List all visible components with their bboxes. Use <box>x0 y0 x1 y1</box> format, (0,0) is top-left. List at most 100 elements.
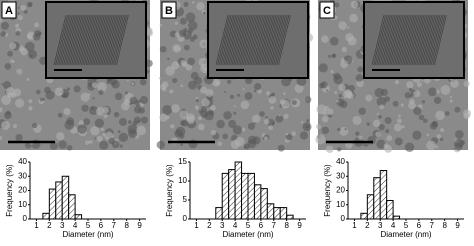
grain <box>247 122 256 130</box>
grain <box>263 119 270 125</box>
grain <box>384 117 392 125</box>
grain <box>344 128 347 131</box>
grain <box>229 94 234 99</box>
lattice <box>276 14 290 66</box>
bar <box>215 207 223 220</box>
lattice <box>268 14 282 66</box>
grain <box>170 124 175 129</box>
x-tick-label: 8 <box>284 221 289 230</box>
grain <box>228 119 237 128</box>
grain <box>372 119 381 128</box>
grain <box>190 37 195 42</box>
grain <box>263 136 269 141</box>
grain <box>97 82 107 92</box>
grain <box>326 108 334 116</box>
bar <box>366 194 375 220</box>
grain <box>95 106 105 116</box>
lattice <box>230 14 243 66</box>
grain <box>454 142 463 151</box>
grain <box>127 120 132 124</box>
grain <box>341 46 347 53</box>
grain <box>375 131 382 138</box>
grain <box>32 122 38 129</box>
grain <box>115 92 123 101</box>
grain <box>26 78 30 81</box>
grain <box>98 89 104 96</box>
lattice <box>373 14 386 66</box>
grain <box>338 94 342 98</box>
grain <box>28 49 38 59</box>
lattice <box>421 14 434 66</box>
grain <box>129 96 138 105</box>
inset <box>363 1 465 79</box>
grain <box>214 80 220 86</box>
grain <box>272 121 275 125</box>
grain <box>108 137 115 145</box>
grain <box>440 137 444 141</box>
grain <box>393 123 402 132</box>
lattice <box>434 14 447 66</box>
bar <box>61 175 70 220</box>
lattice <box>381 14 394 66</box>
lattice <box>100 14 113 66</box>
lattice <box>111 14 124 66</box>
grain <box>440 85 451 96</box>
lattice <box>104 14 118 66</box>
grain <box>277 144 285 152</box>
grain <box>91 82 98 88</box>
lattice <box>109 14 123 66</box>
lattice <box>88 14 102 66</box>
y-tick-label: 0 <box>23 214 28 223</box>
lattice <box>392 14 406 66</box>
lattice <box>223 14 237 66</box>
grain <box>64 119 75 130</box>
grain <box>329 36 339 46</box>
grain <box>339 126 349 136</box>
grain <box>111 80 120 89</box>
panel-label: C <box>323 5 331 17</box>
grain <box>185 63 193 71</box>
lattice <box>71 14 84 66</box>
grain <box>412 130 422 140</box>
grain <box>210 130 217 136</box>
x-axis-label: Diameter (nm) <box>62 230 113 239</box>
lattice <box>246 14 259 66</box>
grain <box>321 126 330 135</box>
grain <box>222 133 229 140</box>
grain <box>118 132 129 142</box>
grain <box>15 30 21 36</box>
micrograph: A <box>0 0 153 151</box>
grain <box>334 90 338 95</box>
lattice <box>395 14 409 66</box>
grain <box>63 108 71 116</box>
lattice <box>236 14 250 66</box>
grain <box>423 118 428 123</box>
grain <box>268 96 277 104</box>
grain <box>282 92 286 96</box>
y-tick-label: 0 <box>341 214 346 223</box>
lattice <box>274 14 288 66</box>
micrograph: C <box>315 0 471 153</box>
lattice <box>96 14 110 66</box>
x-tick-label: 6 <box>417 221 422 230</box>
lattice <box>389 14 402 66</box>
lattice <box>265 14 278 66</box>
grain <box>192 1 195 4</box>
grain <box>227 79 232 84</box>
y-tick-label: 30 <box>336 171 345 180</box>
lattice <box>95 14 108 66</box>
grain <box>83 118 91 126</box>
grain <box>321 115 329 123</box>
lattice <box>79 14 92 66</box>
lattice <box>242 14 256 66</box>
lattice <box>397 14 410 66</box>
x-tick-label: 6 <box>259 221 264 230</box>
grain <box>9 42 17 50</box>
grain <box>5 87 15 97</box>
panel-label-box <box>1 1 17 19</box>
grain <box>340 60 349 69</box>
y-tick-label: 40 <box>18 157 27 166</box>
grain <box>247 139 257 149</box>
grain <box>254 82 262 91</box>
inset <box>45 1 147 79</box>
